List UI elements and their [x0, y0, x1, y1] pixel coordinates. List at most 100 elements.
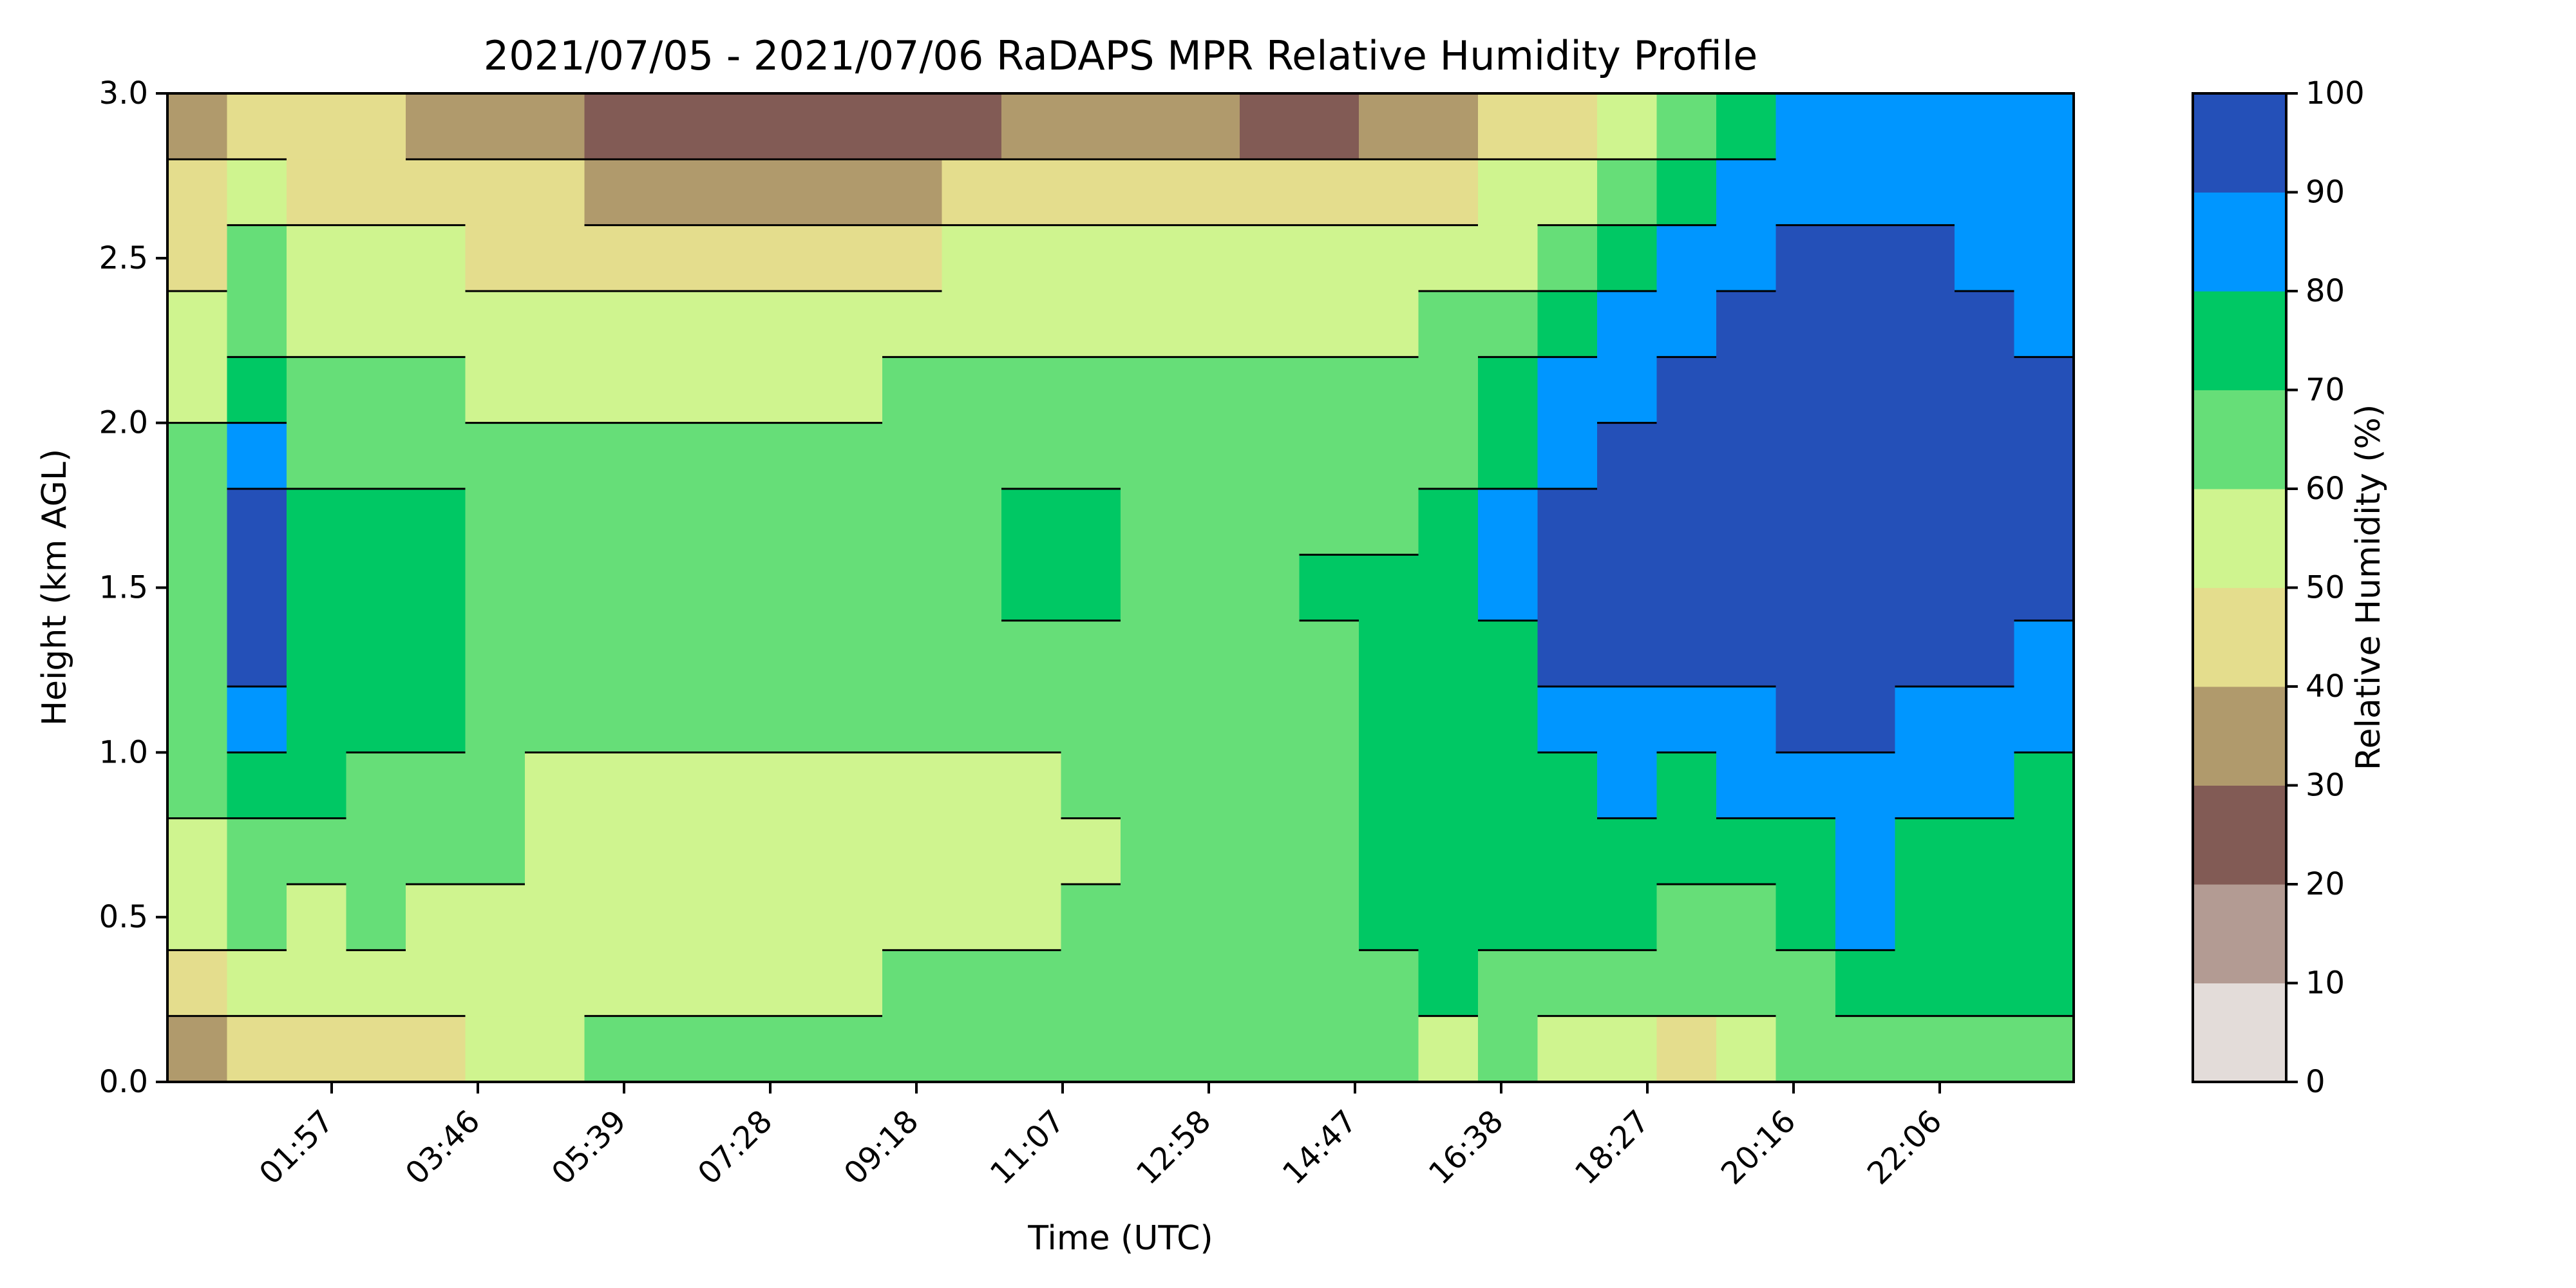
rh-cell	[346, 422, 406, 489]
rh-cell	[1299, 225, 1359, 292]
rh-cell	[346, 159, 406, 226]
rh-cell	[1835, 752, 1896, 819]
rh-cell	[1597, 950, 1658, 1017]
rh-cell	[1537, 291, 1598, 357]
rh-cell	[287, 422, 347, 489]
rh-cell	[1359, 93, 1419, 160]
rh-cell	[227, 357, 287, 424]
rh-cell	[525, 357, 585, 424]
rh-cell	[1716, 752, 1777, 819]
rh-cell	[703, 93, 764, 160]
rh-cell	[406, 752, 466, 819]
rh-cell	[1716, 93, 1777, 160]
rh-cell	[1955, 225, 2015, 292]
rh-cell	[1716, 554, 1777, 621]
rh-cell	[1835, 620, 1896, 687]
rh-cell	[1359, 1016, 1419, 1082]
rh-cell	[763, 225, 824, 292]
rh-cell	[1656, 225, 1717, 292]
rh-cell	[1061, 291, 1121, 357]
rh-cell	[1359, 620, 1419, 687]
rh-cell	[1776, 687, 1836, 753]
rh-cell	[882, 620, 943, 687]
rh-cell	[2014, 159, 2074, 226]
rh-cell	[346, 752, 406, 819]
rh-cell	[1776, 1016, 1836, 1082]
rh-cell	[1240, 818, 1300, 885]
rh-cell	[703, 1016, 764, 1082]
rh-cell	[1955, 489, 2015, 555]
rh-cell	[406, 225, 466, 292]
rh-cell	[584, 950, 645, 1017]
rh-cell	[287, 554, 347, 621]
rh-cell	[346, 687, 406, 753]
x-axis-label: Time (UTC)	[1027, 1219, 1213, 1258]
rh-cell	[167, 225, 228, 292]
rh-cell	[584, 818, 645, 885]
rh-cell	[1776, 950, 1836, 1017]
rh-cell	[1835, 818, 1896, 885]
rh-cell	[465, 1016, 526, 1082]
rh-cell	[1240, 225, 1300, 292]
rh-cell	[822, 620, 883, 687]
colorbar-block	[2193, 687, 2286, 786]
rh-cell	[1359, 687, 1419, 753]
rh-cell	[346, 291, 406, 357]
colorbar-block	[2193, 390, 2286, 489]
rh-cell	[1895, 357, 1955, 424]
rh-cell	[1478, 554, 1539, 621]
rh-cell	[1478, 1016, 1539, 1082]
rh-cell	[584, 291, 645, 357]
rh-cell	[1776, 93, 1836, 160]
rh-cell	[1478, 818, 1539, 885]
rh-cell	[1359, 291, 1419, 357]
rh-cell	[1776, 752, 1836, 819]
x-tick-label: 09:18	[837, 1103, 925, 1191]
rh-cell	[703, 554, 764, 621]
rh-cell	[167, 159, 228, 226]
rh-cell	[763, 884, 824, 951]
rh-cell	[227, 818, 287, 885]
rh-cell	[525, 225, 585, 292]
rh-cell	[1061, 687, 1121, 753]
rh-cell	[287, 950, 347, 1017]
rh-cell	[167, 93, 228, 160]
rh-cell	[644, 489, 705, 555]
rh-cell	[822, 225, 883, 292]
rh-cell	[1418, 687, 1479, 753]
rh-cell	[822, 752, 883, 819]
x-tick-label: 16:38	[1422, 1103, 1510, 1191]
rh-cell	[227, 687, 287, 753]
rh-cell	[2014, 818, 2074, 885]
rh-cell	[167, 1016, 228, 1082]
rh-cell	[1299, 422, 1359, 489]
rh-cell	[525, 554, 585, 621]
rh-cell	[1656, 291, 1717, 357]
rh-cell	[1895, 159, 1955, 226]
rh-cell	[1180, 93, 1240, 160]
rh-cell	[1299, 752, 1359, 819]
rh-cell	[1240, 422, 1300, 489]
rh-cell	[763, 687, 824, 753]
rh-cell	[1597, 620, 1658, 687]
rh-cell	[1955, 818, 2015, 885]
rh-cell	[1478, 752, 1539, 819]
colorbar-block	[2193, 489, 2286, 588]
y-tick-label: 1.0	[99, 734, 148, 770]
rh-cell	[1597, 291, 1658, 357]
rh-cell	[1537, 1016, 1598, 1082]
rh-cell	[1716, 950, 1777, 1017]
rh-cell	[1716, 818, 1777, 885]
rh-cell	[763, 93, 824, 160]
rh-cell	[1121, 159, 1181, 226]
rh-cell	[1121, 489, 1181, 555]
rh-cell	[1835, 225, 1896, 292]
x-tick-label: 11:07	[983, 1103, 1072, 1191]
rh-cell	[1418, 291, 1479, 357]
rh-cell	[1240, 554, 1300, 621]
rh-cell	[644, 687, 705, 753]
rh-cell	[1418, 950, 1479, 1017]
rh-cell	[1716, 1016, 1777, 1082]
colorbar-tick-label: 40	[2306, 668, 2345, 705]
rh-cell	[1121, 291, 1181, 357]
